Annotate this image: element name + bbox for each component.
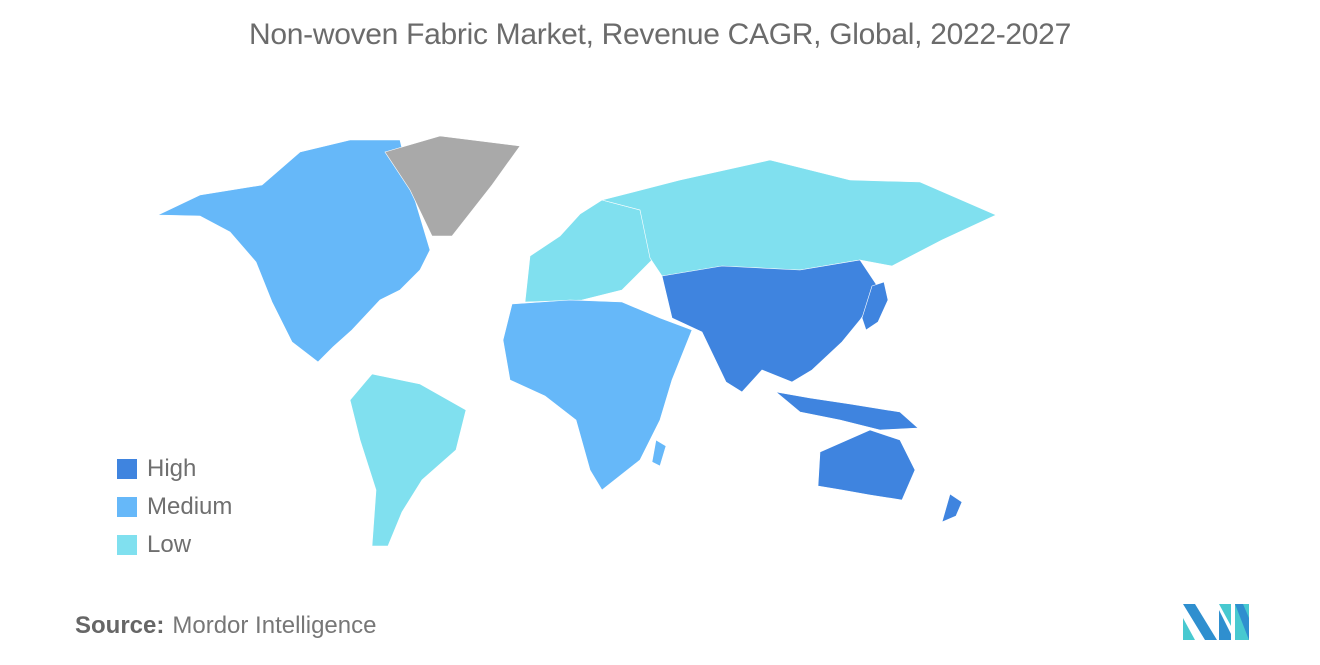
region-greenland — [384, 135, 521, 237]
legend-item-low: Low — [117, 526, 232, 564]
region-south-america — [349, 373, 467, 547]
legend-item-medium: Medium — [117, 488, 232, 526]
region-new-zealand — [941, 493, 963, 523]
region-north-america — [157, 139, 431, 363]
legend-label: Medium — [147, 493, 233, 520]
legend-label: Low — [147, 531, 192, 558]
region-madagascar — [651, 439, 667, 467]
region-europe — [524, 199, 653, 303]
chart-title: Non-woven Fabric Market, Revenue CAGR, G… — [249, 18, 1071, 51]
region-australia — [817, 429, 916, 501]
legend-swatch-high — [117, 459, 137, 479]
legend-swatch-medium — [117, 497, 137, 517]
legend-item-high: High — [117, 450, 232, 488]
source-label: Source: — [75, 612, 165, 639]
region-asia — [661, 259, 881, 393]
legend-label: High — [147, 455, 197, 482]
source-note: Source: Mordor Intelligence — [75, 612, 376, 640]
source-value: Mordor Intelligence — [172, 612, 377, 639]
region-russia — [600, 159, 997, 277]
legend: High Medium Low — [117, 450, 232, 564]
legend-swatch-low — [117, 535, 137, 555]
region-africa-middle-east — [502, 299, 693, 491]
mordor-intelligence-logo — [1183, 604, 1249, 640]
region-japan — [861, 281, 889, 331]
region-southeast-asia-islands — [774, 391, 919, 431]
